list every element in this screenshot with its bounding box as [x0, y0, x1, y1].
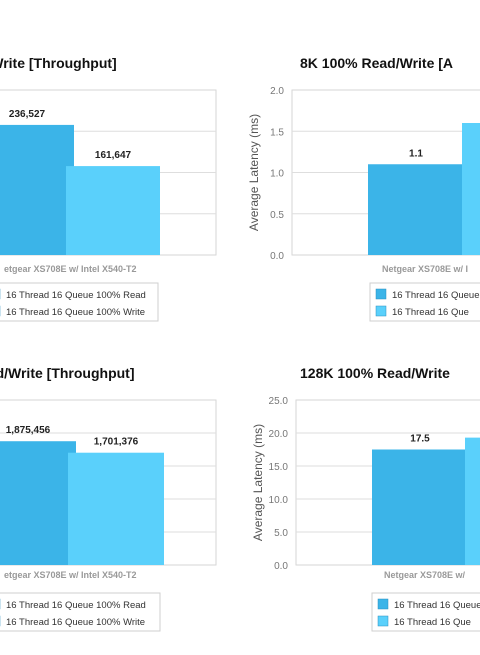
legend-label: 16 Thread 16 Queue	[392, 290, 480, 301]
chart-top-left: ad/Write [Throughput] 236,527 161,647 etgea…	[0, 55, 217, 322]
category-label: Netgear XS708E w/ I	[382, 264, 468, 274]
y-tick-label: 0.5	[270, 210, 284, 221]
legend	[0, 592, 161, 632]
y-axis-label: Average Latency (ms)	[251, 424, 265, 541]
data-label: 1,875,456	[6, 425, 51, 436]
bar-write	[462, 123, 480, 255]
legend-label: 16 Thread 16 Queue 100% Write	[6, 617, 145, 628]
chart-title: ead/Write [Throughput]	[0, 365, 135, 381]
y-tick-label: 20.0	[269, 429, 289, 440]
bar-write	[465, 437, 480, 565]
chart-top-right: 8K 100% Read/Write [A 2.0 1.5 1.0 0.5 0.0 Aver…	[247, 55, 480, 322]
bar-write	[68, 452, 164, 565]
chart-title: 8K 100% Read/Write [A	[300, 55, 453, 71]
bar-read	[0, 124, 74, 255]
chart-bottom-right: 128K 100% Read/Write 25.0 20.0 15.0 10.0 5.0 0…	[251, 365, 480, 632]
data-label: 161,647	[95, 150, 132, 161]
legend-swatch	[375, 305, 387, 317]
data-label: 1,701,376	[94, 437, 139, 448]
y-tick-label: 5.0	[274, 528, 288, 539]
y-tick-label: 25.0	[269, 396, 289, 407]
legend-label: 16 Thread 16 Queue	[394, 600, 480, 611]
chart-title: 128K 100% Read/Write	[300, 365, 450, 381]
y-tick-label: 1.0	[270, 169, 284, 180]
chart-title: ad/Write [Throughput]	[0, 55, 117, 71]
legend-label: 16 Thread 16 Queue 100% Write	[6, 307, 145, 318]
y-tick-label: 1.5	[270, 127, 284, 138]
data-label: 17.5	[410, 434, 430, 445]
y-tick-label: 0.0	[270, 251, 284, 262]
legend	[371, 592, 480, 632]
bar-write	[66, 166, 160, 255]
bar-read	[368, 164, 464, 255]
category-label: etgear XS708E w/ Intel X540-T2	[4, 570, 137, 580]
legend	[0, 282, 159, 322]
y-tick-label: 10.0	[269, 495, 289, 506]
y-tick-label: 15.0	[269, 462, 289, 473]
y-axis-label: Average Latency (ms)	[247, 114, 261, 231]
data-label: 1.1	[409, 148, 423, 159]
bar-read	[0, 441, 76, 565]
legend-swatch	[377, 615, 389, 627]
legend-swatch	[375, 288, 387, 300]
chart-panel-top-left: ad/Write [Throughput] 236,527 161,647 etgea…	[0, 0, 240, 325]
chart-bottom-left: ead/Write [Throughput] 1,875,456 1,701,376…	[0, 365, 217, 632]
chart-panel-bottom-right: 128K 100% Read/Write 25.0 20.0 15.0 10.0 5.0 0…	[240, 325, 480, 650]
legend-label: 16 Thread 16 Queue 100% Read	[6, 600, 146, 611]
legend-label: 16 Thread 16 Queue 100% Read	[6, 290, 146, 301]
y-tick-label: 0.0	[274, 561, 288, 572]
category-label: Netgear XS708E w/	[384, 570, 466, 580]
chart-panel-bottom-left: ead/Write [Throughput] 1,875,456 1,701,376…	[0, 325, 240, 650]
legend-label: 16 Thread 16 Que	[394, 617, 471, 628]
legend	[369, 282, 480, 322]
bar-read	[372, 449, 468, 565]
y-tick-label: 2.0	[270, 86, 284, 97]
legend-swatch	[377, 598, 389, 610]
category-label: etgear XS708E w/ Intel X540-T2	[4, 264, 137, 274]
legend-label: 16 Thread 16 Que	[392, 307, 469, 318]
chart-panel-top-right: 8K 100% Read/Write [A 2.0 1.5 1.0 0.5 0.0 Aver…	[240, 0, 480, 325]
data-label: 236,527	[9, 109, 46, 120]
